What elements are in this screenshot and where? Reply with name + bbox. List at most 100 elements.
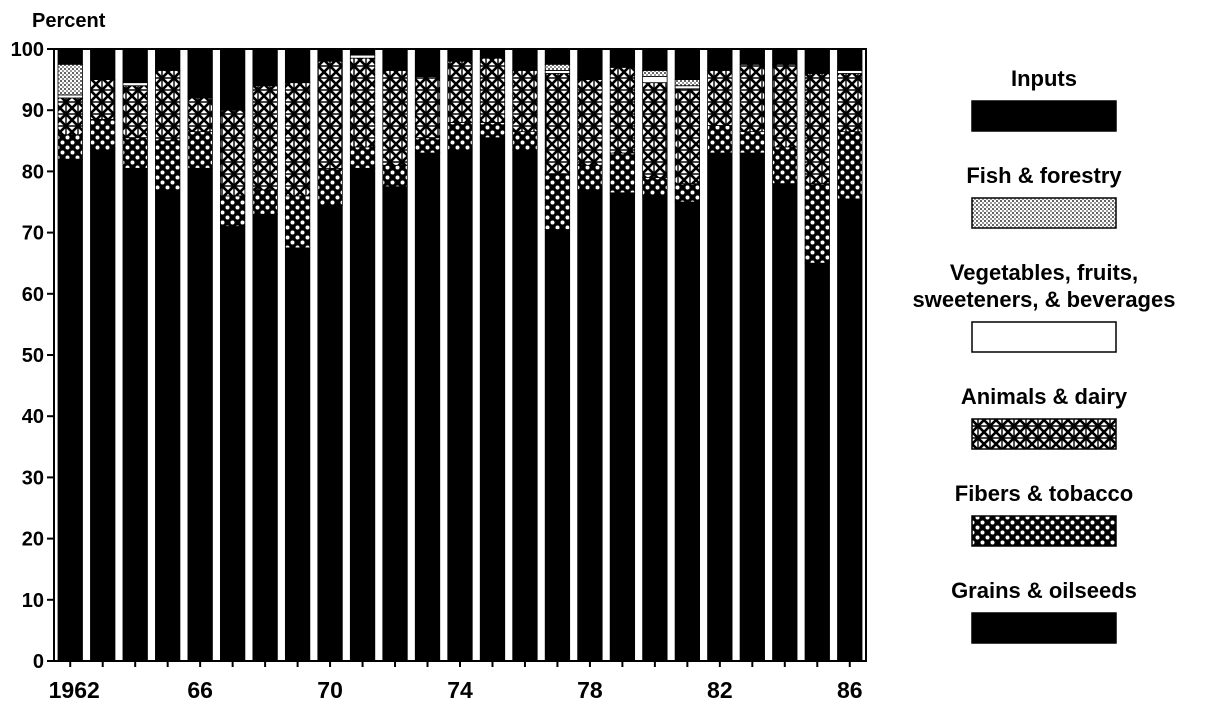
bar-segment-animals-dairy-1980 bbox=[642, 82, 668, 178]
bar-segment-fibers-tobacco-1981 bbox=[674, 183, 700, 203]
bar-segment-fibers-tobacco-1986 bbox=[837, 131, 863, 200]
axes: Percent 0 10 20 30 40 50 60 70 80 90 100 1962 66 70 74… bbox=[11, 10, 867, 703]
bar-segment-inputs-1976 bbox=[512, 48, 538, 71]
bar-segment-animals-dairy-1962 bbox=[57, 97, 83, 136]
bar-segment-grains-oilseeds-1980 bbox=[642, 195, 668, 662]
legend-label: Grains & oilseeds bbox=[951, 578, 1137, 603]
bar-segment-inputs-1982 bbox=[707, 48, 733, 71]
bar-segment-inputs-1969 bbox=[284, 48, 311, 84]
y-tick-label: 40 bbox=[22, 406, 44, 428]
legend-item-animals-dairy: Animals & dairy bbox=[961, 384, 1128, 450]
bar-group-1974 bbox=[447, 48, 473, 662]
bar-segment-animals-dairy-1974 bbox=[447, 60, 473, 123]
bar-segment-fish-forestry-1962 bbox=[57, 63, 83, 96]
bar-segment-fibers-tobacco-1984 bbox=[772, 146, 798, 185]
x-tick-label: 70 bbox=[317, 677, 343, 703]
bar-segment-animals-dairy-1970 bbox=[317, 60, 343, 169]
bar-group-1978 bbox=[577, 48, 603, 662]
bar-segment-grains-oilseeds-1964 bbox=[122, 167, 148, 662]
legend-swatch bbox=[971, 321, 1117, 353]
x-tick-label: 74 bbox=[447, 677, 473, 703]
y-tick-label: 0 bbox=[33, 651, 44, 673]
bar-segment-grains-oilseeds-1969 bbox=[284, 247, 311, 662]
bar-group-1967 bbox=[219, 48, 246, 662]
bar-segment-fibers-tobacco-1962 bbox=[57, 134, 83, 160]
bar-segment-animals-dairy-1986 bbox=[837, 73, 863, 133]
bar-segment-grains-oilseeds-1963 bbox=[90, 149, 116, 662]
legend-label: Fibers & tobacco bbox=[955, 481, 1133, 506]
bar-segment-inputs-1966 bbox=[187, 48, 213, 99]
bar-segment-inputs-1978 bbox=[577, 48, 603, 81]
bar-segment-inputs-1970 bbox=[317, 48, 343, 62]
bar-segment-animals-dairy-1964 bbox=[122, 85, 148, 139]
bar-segment-inputs-1967 bbox=[219, 48, 246, 111]
bar-segment-inputs-1972 bbox=[382, 48, 408, 71]
bar-segment-grains-oilseeds-1966 bbox=[187, 167, 213, 662]
bar-segment-fibers-tobacco-1963 bbox=[90, 118, 116, 151]
bar-group-1966 bbox=[187, 48, 213, 662]
bar-segment-fibers-tobacco-1978 bbox=[577, 164, 603, 191]
bar-group-1980 bbox=[642, 48, 668, 662]
y-tick-label: 60 bbox=[22, 284, 44, 306]
bar-segment-vegetables-fruits-sweeteners-beverages-1986 bbox=[837, 70, 863, 74]
bar-segment-grains-oilseeds-1973 bbox=[414, 152, 441, 662]
bar-segment-grains-oilseeds-1986 bbox=[837, 198, 863, 662]
x-tick-label: 1962 bbox=[49, 677, 100, 703]
bar-segment-fibers-tobacco-1975 bbox=[479, 122, 506, 139]
bar-group-1963 bbox=[90, 48, 116, 662]
bar-segment-grains-oilseeds-1985 bbox=[804, 262, 830, 662]
bar-segment-fibers-tobacco-1968 bbox=[252, 189, 278, 215]
bar-group-1969 bbox=[284, 48, 311, 662]
y-tick-label: 10 bbox=[22, 590, 44, 612]
bar-segment-inputs-1973 bbox=[414, 48, 441, 77]
bar-group-1962 bbox=[57, 48, 83, 662]
bar-segment-fibers-tobacco-1979 bbox=[609, 152, 636, 194]
bar-segment-grains-oilseeds-1967 bbox=[219, 226, 246, 662]
bar-segment-animals-dairy-1981 bbox=[674, 88, 700, 185]
legend-item-fish-forestry: Fish & forestry bbox=[966, 163, 1122, 229]
bar-segment-fibers-tobacco-1972 bbox=[382, 164, 408, 188]
bar-segment-fibers-tobacco-1977 bbox=[544, 174, 571, 230]
x-tick-label: 78 bbox=[577, 677, 603, 703]
bar-group-1968 bbox=[252, 48, 278, 662]
bar-segment-fibers-tobacco-1970 bbox=[317, 167, 343, 206]
bar-segment-inputs-1963 bbox=[90, 48, 116, 81]
bar-segment-vegetables-fruits-sweeteners-beverages-1977 bbox=[544, 70, 571, 74]
bar-segment-grains-oilseeds-1974 bbox=[447, 149, 473, 662]
bar-segment-vegetables-fruits-sweeteners-beverages-1964 bbox=[122, 82, 148, 87]
bar-segment-fibers-tobacco-1965 bbox=[155, 140, 181, 191]
bar-segment-animals-dairy-1975 bbox=[479, 57, 506, 123]
bar-segment-fibers-tobacco-1982 bbox=[707, 125, 733, 154]
bar-segment-vegetables-fruits-sweeteners-beverages-1962 bbox=[57, 94, 83, 99]
bar-segment-fibers-tobacco-1980 bbox=[642, 177, 668, 197]
legend-label: Vegetables, fruits, bbox=[950, 260, 1138, 285]
x-tick-label: 82 bbox=[707, 677, 733, 703]
bar-segment-inputs-1964 bbox=[122, 48, 148, 84]
bar-segment-fish-forestry-1977 bbox=[544, 63, 571, 71]
legend-swatch bbox=[971, 612, 1117, 644]
bar-segment-animals-dairy-1971 bbox=[349, 57, 376, 148]
bar-segment-animals-dairy-1973 bbox=[414, 76, 441, 139]
x-tick-label: 66 bbox=[187, 677, 213, 703]
legend-item-vegetables-fruits-sweeteners-beverages: Vegetables, fruits,sweeteners, & beverag… bbox=[913, 260, 1175, 353]
bar-segment-grains-oilseeds-1968 bbox=[252, 213, 278, 662]
x-tick-label: 86 bbox=[837, 677, 863, 703]
bar-segment-grains-oilseeds-1976 bbox=[512, 149, 538, 662]
legend-label: Animals & dairy bbox=[961, 384, 1128, 409]
bar-segment-animals-dairy-1976 bbox=[512, 70, 538, 133]
bar-segment-grains-oilseeds-1970 bbox=[317, 204, 343, 662]
bar-segment-inputs-1983 bbox=[739, 48, 765, 65]
bar-segment-fish-forestry-1981 bbox=[674, 79, 700, 87]
bar-segment-vegetables-fruits-sweeteners-beverages-1981 bbox=[674, 85, 700, 90]
legend-swatch bbox=[971, 197, 1117, 229]
bar-segment-inputs-1962 bbox=[57, 48, 83, 65]
bar-segment-grains-oilseeds-1978 bbox=[577, 189, 603, 662]
bar-segment-vegetables-fruits-sweeteners-beverages-1971 bbox=[349, 54, 376, 59]
legend-item-fibers-tobacco: Fibers & tobacco bbox=[955, 481, 1133, 547]
bar-segment-inputs-1968 bbox=[252, 48, 278, 87]
legend-swatch bbox=[971, 100, 1117, 132]
bar-segment-animals-dairy-1979 bbox=[609, 66, 636, 154]
y-tick-label: 20 bbox=[22, 529, 44, 551]
bar-segment-grains-oilseeds-1982 bbox=[707, 152, 733, 662]
